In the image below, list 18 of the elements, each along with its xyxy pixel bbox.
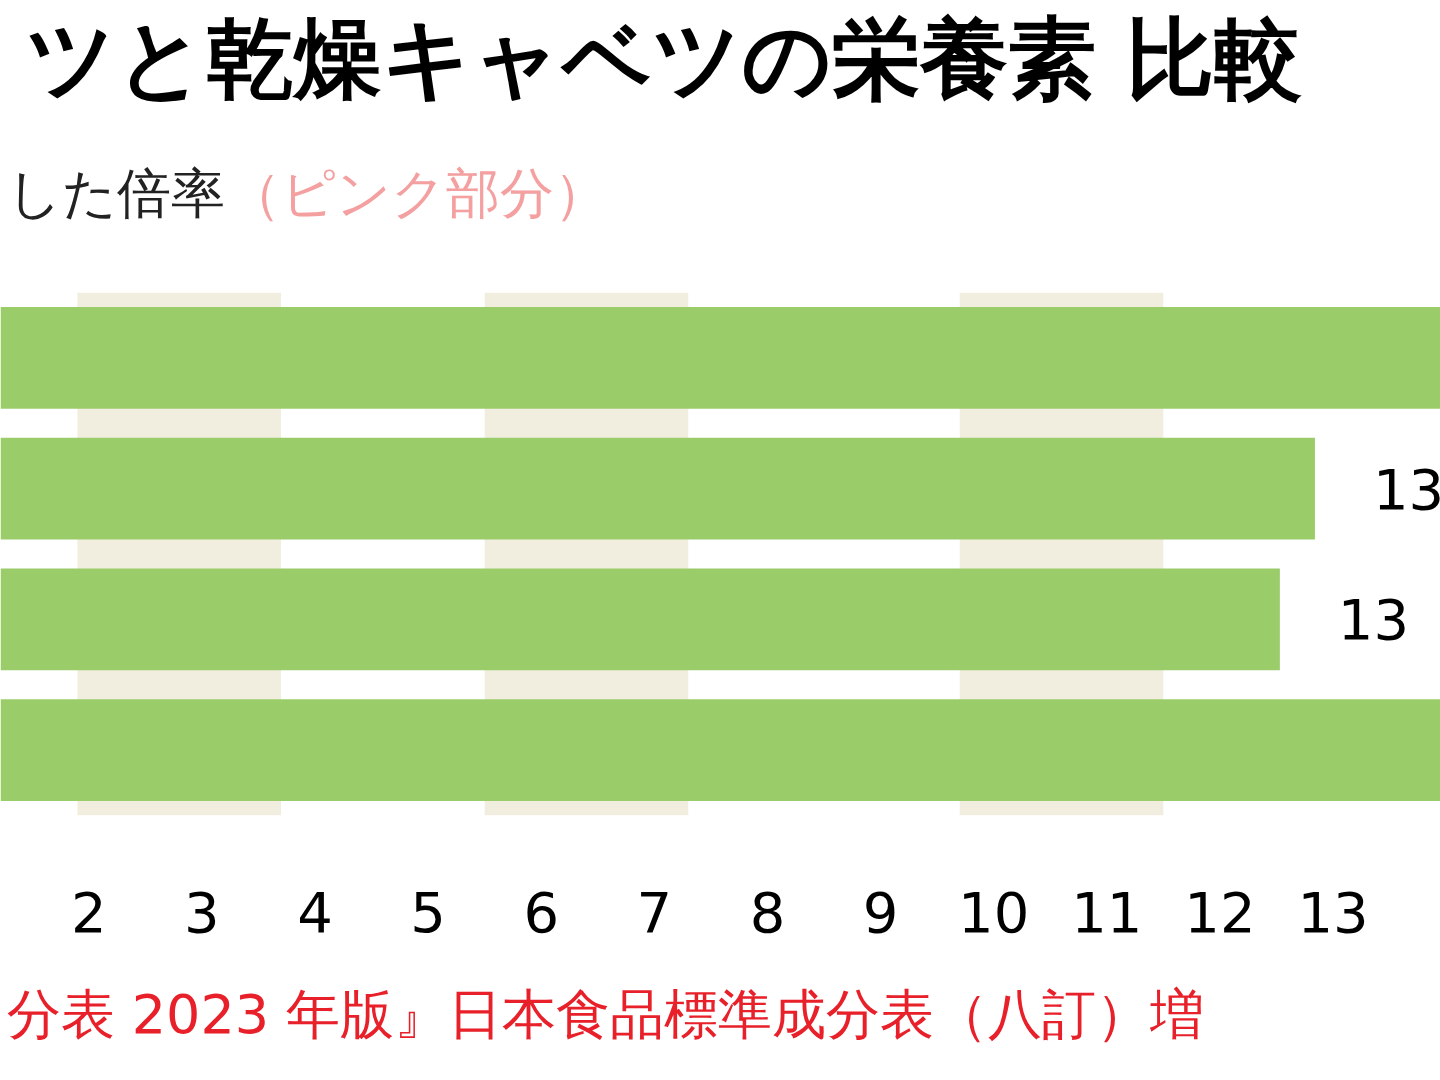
data-label: 13 bbox=[1372, 456, 1440, 522]
data-label: 13 bbox=[1337, 587, 1410, 653]
chart-title: ツと乾燥キャベツの栄養素 比較 bbox=[25, 7, 1303, 110]
x-tick-label: 3 bbox=[184, 879, 220, 945]
x-tick-label: 13 bbox=[1297, 879, 1369, 945]
x-tick-label: 8 bbox=[749, 879, 786, 945]
x-tick-label: 12 bbox=[1184, 879, 1256, 945]
text: （ピンク部分） bbox=[226, 162, 608, 225]
x-tick-label: 6 bbox=[523, 879, 560, 945]
x-tick-label: 9 bbox=[862, 879, 899, 945]
x-tick-label: 7 bbox=[636, 879, 673, 945]
chart-subtitle: した倍率 bbox=[6, 162, 225, 225]
x-tick-label: 10 bbox=[958, 879, 1030, 945]
text: 分表 2023 年版』日本食品標準成分表（八訂）増 bbox=[6, 983, 1205, 1046]
x-tick-label: 11 bbox=[1071, 879, 1143, 945]
x-tick-label: 2 bbox=[70, 879, 107, 945]
x-tick-label: 4 bbox=[297, 879, 333, 945]
x-tick-label: 5 bbox=[410, 879, 446, 945]
